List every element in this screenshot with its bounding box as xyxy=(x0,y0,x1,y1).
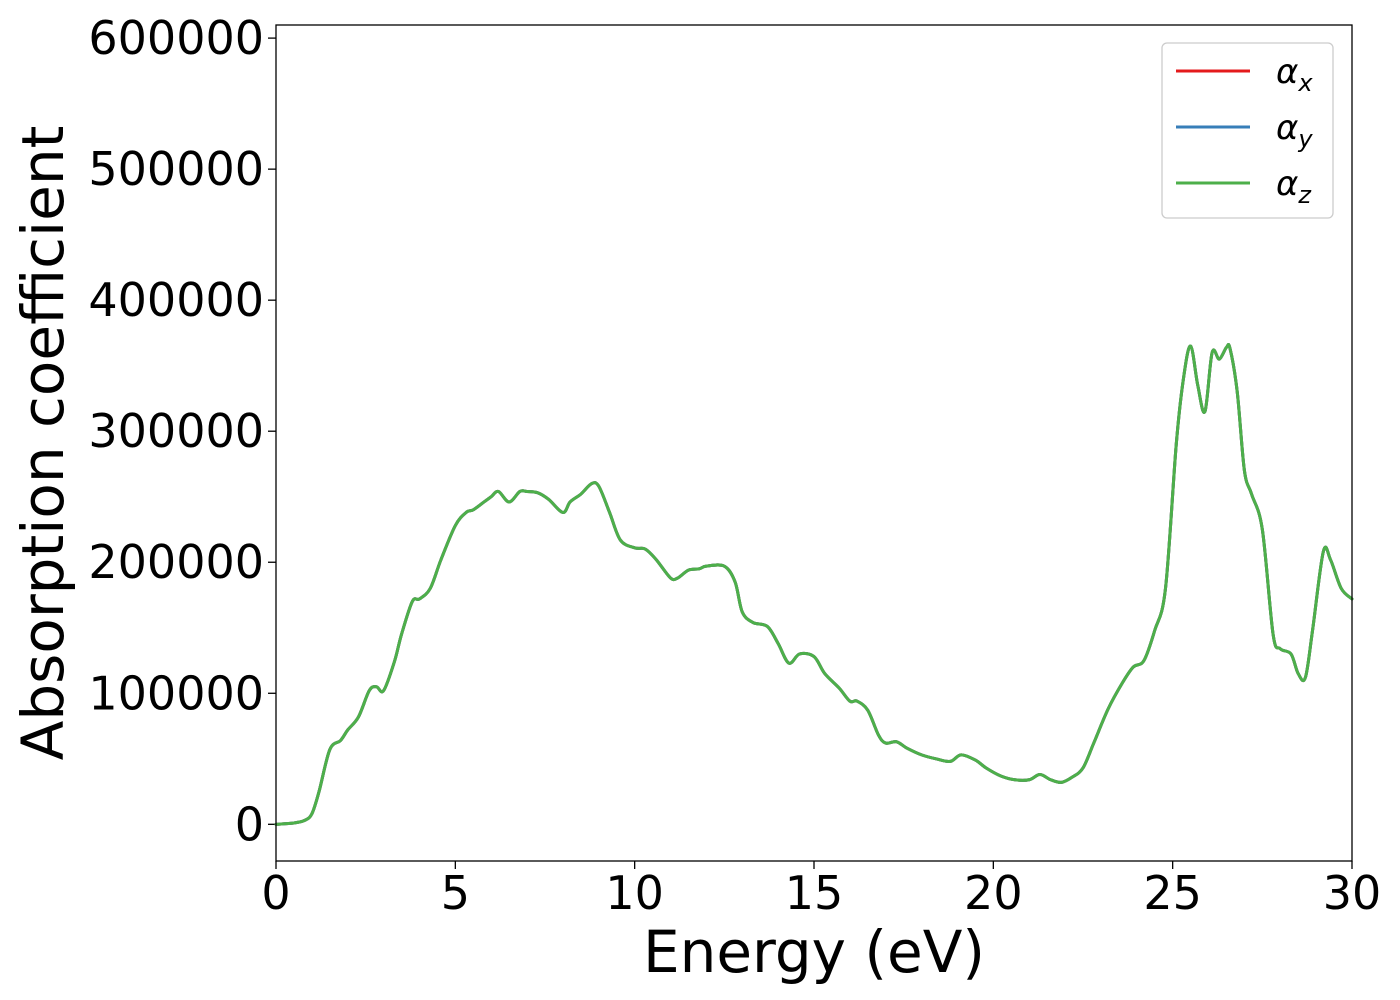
legend-label: αx xyxy=(1276,52,1313,97)
y-tick-label: 200000 xyxy=(88,535,264,589)
y-tick-label: 500000 xyxy=(88,142,264,196)
y-tick-label: 600000 xyxy=(88,11,264,65)
x-axis-label: Energy (eV) xyxy=(643,918,985,986)
legend-label: αy xyxy=(1276,108,1313,153)
series-line-z xyxy=(274,343,1354,826)
y-tick-label: 0 xyxy=(235,797,264,851)
x-tick-label: 20 xyxy=(964,866,1023,920)
y-tick-label: 100000 xyxy=(88,666,264,720)
x-tick-label: 5 xyxy=(441,866,470,920)
y-axis-ticks: 0 100000 200000 300000 400000 500000 600000 xyxy=(88,11,276,851)
legend-label: αz xyxy=(1276,164,1312,209)
x-tick-label: 0 xyxy=(261,866,290,920)
x-tick-label: 25 xyxy=(1143,866,1202,920)
plot-frame xyxy=(275,24,1353,862)
y-tick-label: 400000 xyxy=(88,273,264,327)
x-tick-label: 10 xyxy=(605,866,664,920)
y-tick-label: 300000 xyxy=(88,404,264,458)
x-axis-ticks: 0 5 10 15 20 25 30 xyxy=(261,861,1381,920)
series-lines xyxy=(274,343,1354,826)
legend: αx αy αz xyxy=(1161,42,1334,219)
legend-box xyxy=(1161,42,1334,219)
x-tick-label: 15 xyxy=(785,866,844,920)
x-tick-label: 30 xyxy=(1323,866,1382,920)
y-axis-label: Absorption coefficient xyxy=(9,126,77,761)
